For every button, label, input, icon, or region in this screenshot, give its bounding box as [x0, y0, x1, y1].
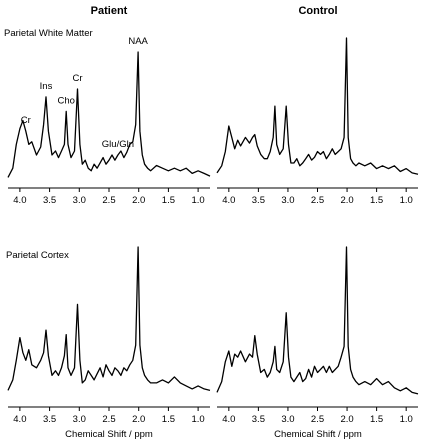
spectrum-line: [7, 246, 211, 392]
x-tick-label: 1.0: [400, 195, 413, 206]
spectrum-line: [7, 51, 211, 178]
x-tick-label: 2.5: [311, 195, 324, 206]
x-tick-label: 2.0: [132, 414, 145, 425]
x-tick-label: 3.0: [281, 195, 294, 206]
column-title-control: Control: [298, 5, 337, 17]
x-tick-label: 1.5: [370, 195, 383, 206]
x-tick-label: 1.5: [370, 414, 383, 425]
x-tick-label: 3.0: [281, 414, 294, 425]
x-tick-label: 2.5: [102, 414, 115, 425]
x-tick-label: 2.0: [340, 195, 353, 206]
peak-label-cho: Cho: [58, 95, 75, 106]
x-tick-label: 4.0: [13, 195, 26, 206]
x-tick-label: 4.0: [222, 195, 235, 206]
x-tick-label: 4.0: [13, 414, 26, 425]
x-tick-label: 2.0: [340, 414, 353, 425]
peak-label-cr: Cr: [21, 115, 31, 126]
peak-label-glu-gln: Glu/Gln: [102, 139, 134, 150]
x-tick-label: 2.5: [311, 414, 324, 425]
x-axis-title-patient: Chemical Shift / ppm: [65, 429, 153, 440]
peak-label-cr: Cr: [72, 73, 82, 84]
x-tick-label: 3.5: [252, 195, 265, 206]
x-axis-title-control: Chemical Shift / ppm: [274, 429, 362, 440]
panel-patient-cortex: 4.0 3.5 3.0 2.5 2.0 1.5 1.0: [7, 246, 211, 425]
x-tick-label: 1.5: [162, 195, 175, 206]
column-title-patient: Patient: [91, 5, 128, 17]
panel-control-white-matter: 4.0 3.5 3.0 2.5 2.0 1.5 1.0: [216, 37, 419, 206]
row-label-cortex: Parietal Cortex: [6, 250, 69, 261]
panel-patient-white-matter: 4.0 3.5 3.0 2.5 2.0 1.5 1.0 Cr Ins Cho Cr Glu/Gln NA…: [7, 36, 211, 206]
x-tick-label: 3.0: [73, 195, 86, 206]
x-tick-label: 3.5: [43, 195, 56, 206]
x-tick-label: 1.0: [192, 414, 205, 425]
row-label-white-matter: Parietal White Matter: [4, 28, 93, 39]
spectrum-line: [216, 37, 419, 175]
x-tick-label: 2.5: [102, 195, 115, 206]
peak-label-naa: NAA: [128, 36, 148, 47]
x-tick-label: 3.5: [252, 414, 265, 425]
panel-control-cortex: 4.0 3.5 3.0 2.5 2.0 1.5 1.0: [216, 246, 419, 425]
x-tick-label: 1.5: [162, 414, 175, 425]
spectrum-line: [216, 246, 419, 395]
peak-label-ins: Ins: [40, 81, 53, 92]
x-tick-label: 2.0: [132, 195, 145, 206]
x-tick-label: 3.0: [73, 414, 86, 425]
x-tick-label: 4.0: [222, 414, 235, 425]
x-tick-label: 1.0: [400, 414, 413, 425]
x-tick-label: 3.5: [43, 414, 56, 425]
x-tick-label: 1.0: [192, 195, 205, 206]
